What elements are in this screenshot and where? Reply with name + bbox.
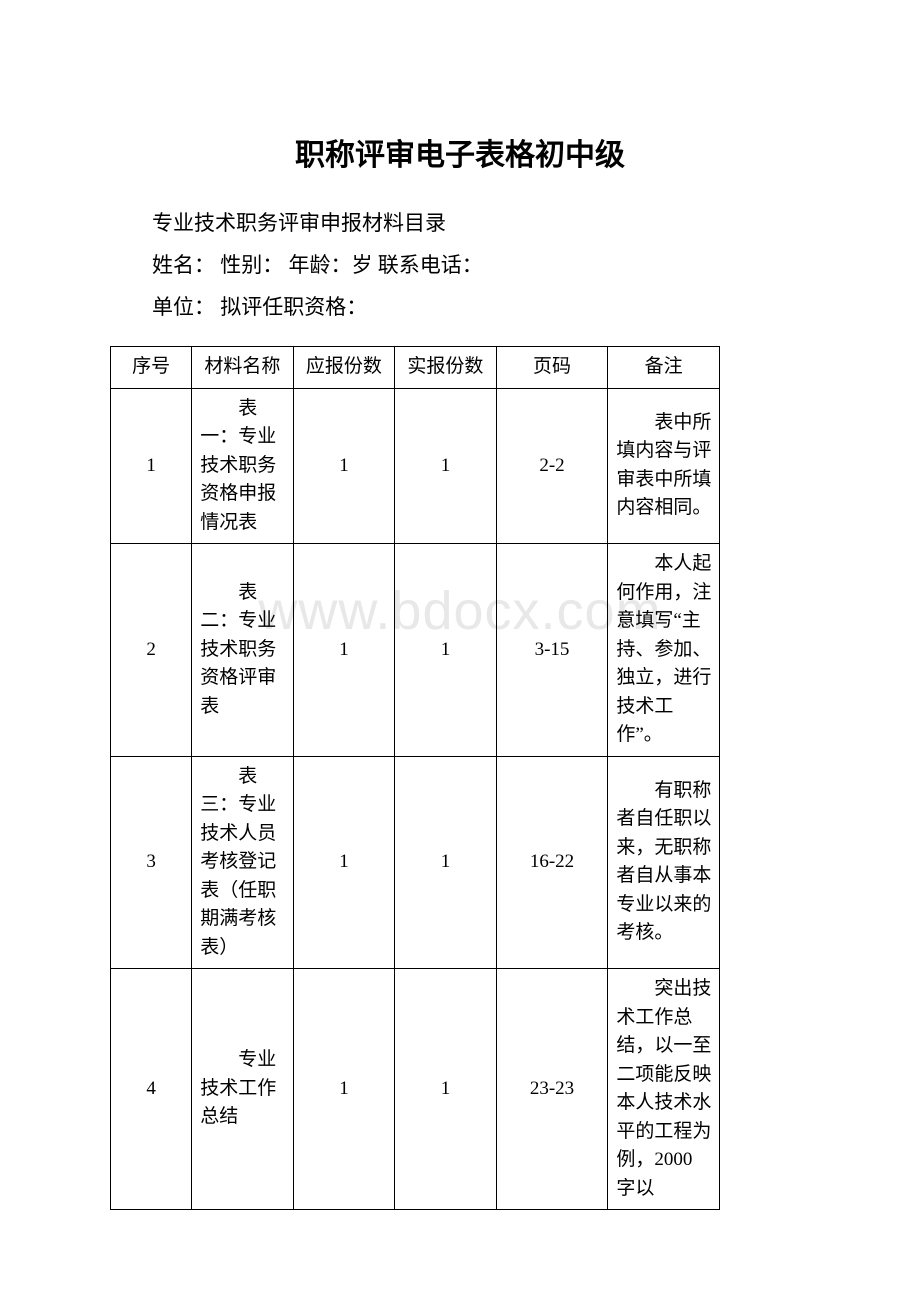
intro-line-2: 姓名： 性别： 年龄：岁 联系电话： <box>110 244 810 286</box>
document-title: 职称评审电子表格初中级 <box>110 130 810 174</box>
col-header-remark: 备注 <box>608 347 720 389</box>
materials-table: 序号 材料名称 应报份数 实报份数 页码 备注 1 表一：专业技术职务资格申报情… <box>110 346 720 1210</box>
table-row: 4 专业技术工作总结 1 1 23-23 突出技术工作总结，以一至二项能反映本人… <box>111 969 720 1210</box>
cell-shi: 1 <box>395 756 497 969</box>
cell-seq: 3 <box>111 756 192 969</box>
intro-line-1: 专业技术职务评审申报材料目录 <box>110 202 810 244</box>
cell-name: 表三：专业技术人员考核登记表（任职期满考核表） <box>192 756 294 969</box>
cell-page: 2-2 <box>496 388 608 544</box>
cell-remark: 表中所填内容与评审表中所填内容相同。 <box>608 388 720 544</box>
col-header-name: 材料名称 <box>192 347 294 389</box>
cell-remark: 本人起何作用，注意填写“主持、参加、独立，进行技术工作”。 <box>608 544 720 757</box>
table-row: 3 表三：专业技术人员考核登记表（任职期满考核表） 1 1 16-22 有职称者… <box>111 756 720 969</box>
cell-ying: 1 <box>293 969 395 1210</box>
cell-shi: 1 <box>395 544 497 757</box>
cell-page: 16-22 <box>496 756 608 969</box>
cell-ying: 1 <box>293 388 395 544</box>
table-row: 1 表一：专业技术职务资格申报情况表 1 1 2-2 表中所填内容与评审表中所填… <box>111 388 720 544</box>
cell-page: 23-23 <box>496 969 608 1210</box>
cell-shi: 1 <box>395 388 497 544</box>
cell-page: 3-15 <box>496 544 608 757</box>
cell-remark: 有职称者自任职以来，无职称者自从事本专业以来的考核。 <box>608 756 720 969</box>
intro-line-3: 单位： 拟评任职资格： <box>110 286 810 328</box>
cell-name: 专业技术工作总结 <box>192 969 294 1210</box>
cell-ying: 1 <box>293 544 395 757</box>
cell-shi: 1 <box>395 969 497 1210</box>
col-header-shi: 实报份数 <box>395 347 497 389</box>
cell-ying: 1 <box>293 756 395 969</box>
table-header-row: 序号 材料名称 应报份数 实报份数 页码 备注 <box>111 347 720 389</box>
col-header-seq: 序号 <box>111 347 192 389</box>
cell-seq: 4 <box>111 969 192 1210</box>
cell-seq: 2 <box>111 544 192 757</box>
cell-seq: 1 <box>111 388 192 544</box>
table-row: 2 表二：专业技术职务资格评审表 1 1 3-15 本人起何作用，注意填写“主持… <box>111 544 720 757</box>
cell-remark: 突出技术工作总结，以一至二项能反映本人技术水平的工程为例，2000 字以 <box>608 969 720 1210</box>
col-header-page: 页码 <box>496 347 608 389</box>
col-header-ying: 应报份数 <box>293 347 395 389</box>
cell-name: 表一：专业技术职务资格申报情况表 <box>192 388 294 544</box>
cell-name: 表二：专业技术职务资格评审表 <box>192 544 294 757</box>
